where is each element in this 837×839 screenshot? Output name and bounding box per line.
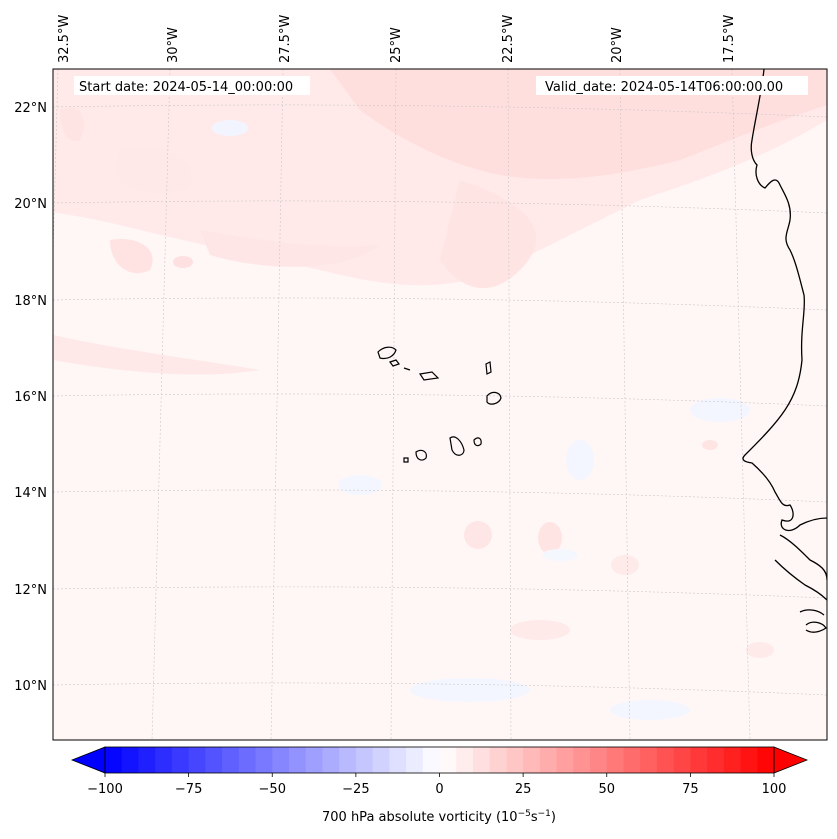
colorbar-segment [121,747,140,773]
colorbar-segment [272,747,290,773]
colorbar-segment [506,747,524,773]
colorbar-tick-label: 0 [435,782,443,797]
colorbar-segment [640,747,658,773]
coastline [742,69,827,633]
lat-label-12n: 12°N [14,583,47,598]
island-brava [403,457,409,463]
valid-date-label: Valid_date: 2024-05-14T06:00:00.00 [545,80,783,95]
colorbar-tick-label: 50 [598,782,615,797]
colorbar-segment [171,747,190,773]
colorbar-segment [673,747,691,773]
lon-label-30w: 30°W [166,27,181,63]
lat-label-10n: 10°N [14,679,47,694]
lat-label-18n: 18°N [14,294,47,309]
colorbar-segment [472,747,491,773]
vorticity-field [53,69,827,720]
island-santo-antao [377,346,397,360]
lon-label-27-5w: 27.5°W [278,15,293,63]
island-sao-nicolau [418,371,440,381]
colorbar-segment [188,747,206,773]
start-date-label: Start date: 2024-05-14_00:00:00 [79,80,293,95]
colorbar-segment [757,747,775,773]
island-santa-luzia [403,367,411,371]
island-santiago [449,436,465,456]
colorbar-segment [255,747,273,773]
colorbar-tick-label: −100 [87,782,123,797]
colorbar-tick-label: −50 [259,782,286,797]
colorbar-segment [138,747,156,773]
lon-label-32-5w: 32.5°W [57,15,72,63]
colorbar-segment [707,747,725,773]
colorbar-segment [456,747,474,773]
colorbar-segment [740,747,758,773]
colorbar-segment [556,747,574,773]
colorbar-segment [422,747,441,773]
colorbar-tick-label: −25 [342,782,369,797]
colorbar-segments [105,747,775,773]
colorbar-tick-label: 100 [762,782,787,797]
colorbar-segment [539,747,558,773]
colorbar-segment [105,747,123,773]
lon-label-17-5w: 17.5°W [722,15,737,63]
colorbar-tick-label: 75 [682,782,699,797]
map-frame [52,68,828,741]
colorbar-min-extend [70,746,106,774]
colorbar: −100 −75 −50 −25 0 25 50 75 100 700 hPa absolute… [70,746,809,825]
colorbar-segment [205,747,223,773]
colorbar-segment [623,747,641,773]
lat-label-16n: 16°N [14,390,47,405]
colorbar-segment [238,747,257,773]
colorbar-segment [690,747,708,773]
colorbar-segment [372,747,390,773]
lat-label-20n: 20°N [14,197,47,212]
colorbar-tick-label: −75 [175,782,202,797]
start-date-banner [74,76,310,95]
colorbar-segment [439,747,457,773]
colorbar-segment [723,747,742,773]
colorbar-segment [573,747,591,773]
colorbar-ticks: −100 −75 −50 −25 0 25 50 75 100 [87,773,786,797]
colorbar-segment [222,747,240,773]
island-sao-vicente [389,359,400,367]
latitude-labels: 22°N 20°N 18°N 16°N 14°N 12°N 10°N [14,101,47,694]
colorbar-segment [322,747,340,773]
colorbar-segment [389,747,407,773]
valid-date-banner [536,76,808,95]
colorbar-segment [288,747,307,773]
lat-label-14n: 14°N [14,486,47,501]
lon-label-25w: 25°W [389,27,404,63]
colorbar-label: 700 hPa absolute vorticity (10−5s−1) [322,809,556,825]
lon-label-20w: 20°W [610,27,625,63]
colorbar-tick-label: 25 [515,782,532,797]
island-maio [473,437,482,447]
colorbar-segment [606,747,625,773]
colorbar-segment [406,747,424,773]
colorbar-segment [355,747,374,773]
island-sal [485,361,492,375]
islands [377,346,502,463]
colorbar-segment [489,747,508,773]
island-fogo [415,449,427,461]
colorbar-segment [305,747,324,773]
colorbar-max-extend [773,746,809,774]
island-boa-vista [486,391,502,405]
colorbar-segment [523,747,541,773]
lat-label-22n: 22°N [14,101,47,116]
colorbar-segment [656,747,675,773]
colorbar-segment [339,747,357,773]
colorbar-segment [590,747,608,773]
lon-label-22-5w: 22.5°W [501,15,516,63]
colorbar-segment [155,747,173,773]
longitude-labels: 32.5°W 30°W 27.5°W 25°W 22.5°W 20°W 17.5… [57,15,737,63]
